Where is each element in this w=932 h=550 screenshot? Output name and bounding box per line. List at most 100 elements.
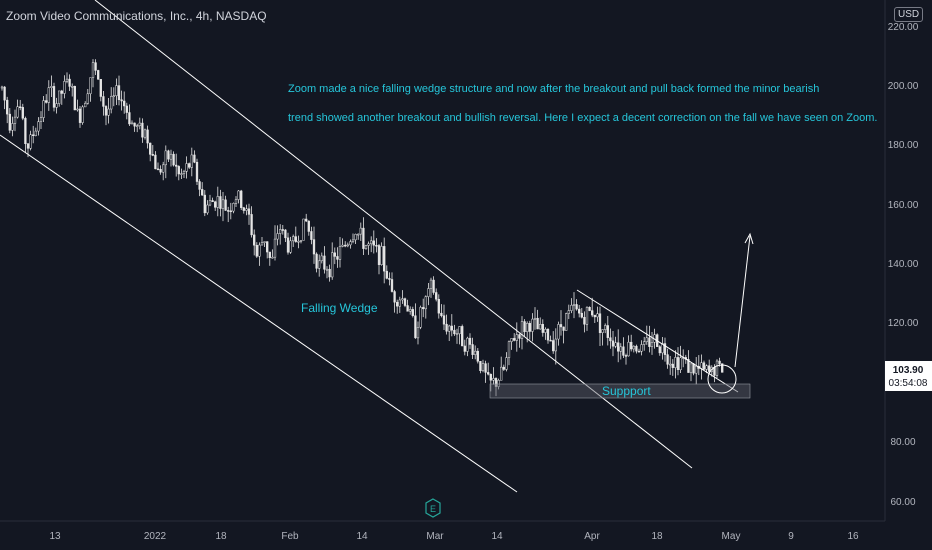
- x-tick-label: Mar: [426, 531, 444, 542]
- candle-body: [708, 365, 711, 372]
- candle-body: [115, 85, 118, 96]
- candle-body: [619, 346, 622, 352]
- candle-body: [580, 312, 583, 318]
- candle-body: [702, 362, 706, 370]
- candle-body: [463, 345, 466, 352]
- wedge-lower-trendline[interactable]: [0, 134, 518, 493]
- candle-body: [120, 99, 123, 102]
- candle-body: [666, 354, 669, 365]
- candle-body: [370, 240, 373, 245]
- candle-body: [63, 81, 66, 94]
- candle-body: [632, 345, 635, 350]
- candle-body: [71, 86, 74, 88]
- candle-body: [489, 373, 492, 381]
- candle-body: [375, 244, 378, 247]
- candle-body: [539, 324, 542, 330]
- candle-body: [650, 342, 654, 347]
- candle-body: [429, 279, 433, 289]
- candle-body: [474, 350, 477, 355]
- candle-body: [611, 340, 615, 347]
- candle-body: [91, 62, 95, 78]
- projection-arrow[interactable]: [734, 235, 751, 368]
- x-tick-label: 18: [215, 531, 227, 542]
- candle-body: [349, 241, 352, 246]
- candle-body: [500, 366, 503, 381]
- falling-wedge-label: Falling Wedge: [301, 301, 378, 315]
- candle-body: [289, 240, 292, 253]
- candle-body: [336, 256, 339, 260]
- candle-body: [377, 245, 381, 265]
- time-axis[interactable]: 13 2022 18 Feb 14 Mar 14 Apr 18 May 9 16: [49, 531, 859, 542]
- candle-body: [258, 244, 261, 257]
- support-zone[interactable]: [489, 383, 751, 399]
- candle-body: [533, 317, 537, 320]
- x-tick-label: Feb: [281, 531, 299, 542]
- candle-body: [567, 310, 570, 314]
- candle-body: [663, 343, 667, 355]
- candle-body: [97, 70, 100, 80]
- x-tick-label: 14: [491, 531, 503, 542]
- minor-bearish-trendline[interactable]: [576, 289, 739, 393]
- candle-body: [609, 337, 612, 342]
- candle-body: [414, 315, 417, 339]
- candle-body: [552, 340, 555, 352]
- candle-body: [47, 87, 50, 103]
- candle-body: [24, 118, 27, 145]
- candle-body: [198, 181, 201, 190]
- candle-body: [536, 317, 539, 330]
- candle-body: [380, 246, 383, 265]
- candle-body: [266, 241, 269, 253]
- price-axis[interactable]: 60.0080.00100.00120.00140.00160.00180.00…: [888, 22, 919, 508]
- candle-body: [211, 200, 214, 203]
- earnings-event-icon[interactable]: E: [425, 498, 441, 518]
- candle-body: [481, 363, 485, 371]
- candle-body: [13, 116, 17, 124]
- candle-body: [237, 190, 240, 200]
- candle-body: [383, 246, 386, 272]
- candle-body: [484, 363, 487, 373]
- candle-body: [357, 233, 360, 236]
- annotation-line-1: Zoom made a nice falling wedge structure…: [288, 83, 819, 95]
- candle-body: [570, 304, 573, 311]
- candle-body: [292, 236, 295, 242]
- candle-body: [416, 327, 420, 339]
- candle-body: [214, 201, 217, 208]
- candle-body: [346, 244, 349, 247]
- candle-body: [401, 298, 404, 301]
- candle-body: [435, 292, 438, 300]
- candle-body: [622, 346, 625, 356]
- candle-body: [164, 150, 167, 166]
- candle-body: [141, 122, 144, 138]
- breakout-circle[interactable]: [707, 364, 737, 394]
- candle-body: [128, 112, 131, 125]
- candle-body: [305, 218, 308, 222]
- candle-body: [411, 309, 414, 316]
- candle-body: [268, 251, 271, 259]
- x-tick-label: 16: [847, 531, 859, 542]
- candle-body: [149, 142, 152, 155]
- y-tick-label: 160.00: [888, 200, 919, 211]
- candle-body: [286, 237, 290, 253]
- candle-body: [403, 298, 407, 306]
- candle-body: [177, 166, 180, 175]
- candle-body: [208, 200, 212, 206]
- candle-body: [138, 122, 141, 126]
- candle-body: [578, 308, 581, 314]
- candle-body: [162, 164, 165, 173]
- candle-body: [21, 107, 24, 119]
- candle-body: [526, 323, 529, 332]
- candle-body: [515, 334, 518, 341]
- candle-body: [557, 324, 560, 340]
- candle-body: [692, 363, 695, 374]
- candle-body: [507, 341, 511, 358]
- candle-body: [245, 208, 248, 211]
- wedge-upper-trendline[interactable]: [94, 0, 693, 469]
- candle-body: [541, 324, 544, 333]
- currency-badge[interactable]: USD: [894, 7, 924, 22]
- candle-body: [630, 341, 633, 350]
- candle-body: [52, 86, 56, 108]
- candle-body: [302, 218, 305, 241]
- candle-body: [461, 326, 464, 347]
- candle-body: [640, 344, 643, 352]
